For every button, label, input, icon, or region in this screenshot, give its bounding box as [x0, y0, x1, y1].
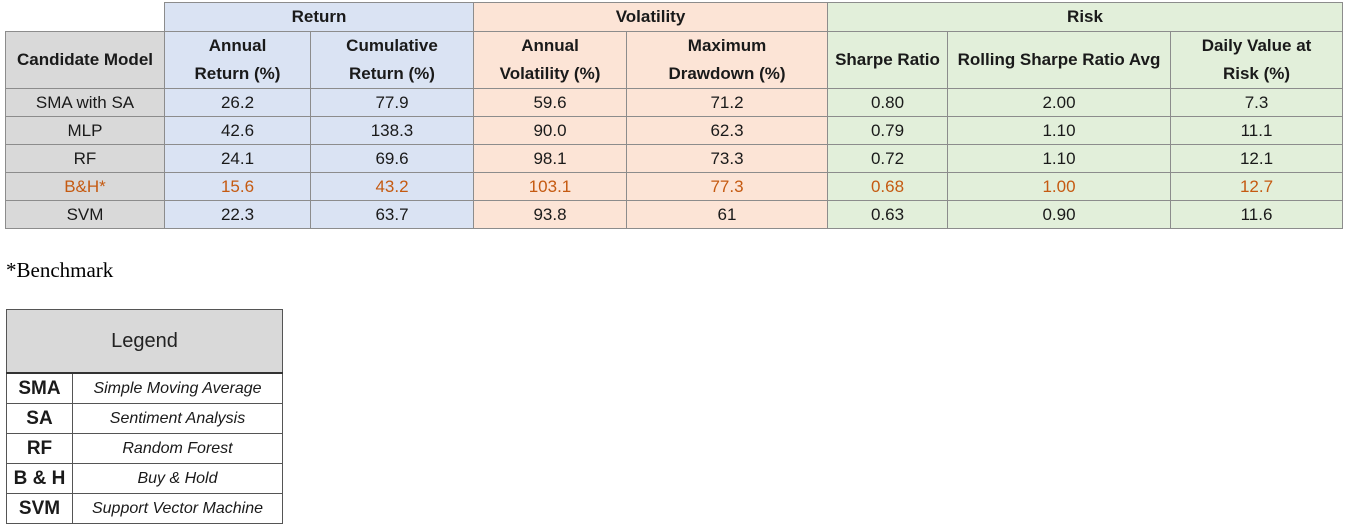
- legend-item: SMA Simple Moving Average: [6, 372, 283, 404]
- cell-sharpe: 0.72: [827, 144, 948, 173]
- header-max-drawdown-line2: Drawdown (%): [668, 64, 786, 83]
- header-cumulative-return-line2: Return (%): [349, 64, 435, 83]
- legend-full: Simple Moving Average: [72, 372, 283, 404]
- header-cumulative-return: Cumulative Return (%): [310, 31, 474, 89]
- cell-annual-return: 42.6: [164, 116, 311, 145]
- cell-cumulative-return: 69.6: [310, 144, 474, 173]
- cell-annual-volatility: 93.8: [473, 200, 627, 229]
- cell-annual-return: 26.2: [164, 88, 311, 117]
- cell-rolling-sharpe: 0.90: [947, 200, 1171, 229]
- legend-title-row: Legend: [6, 309, 283, 374]
- cell-rolling-sharpe: 1.00: [947, 172, 1171, 201]
- table-row-mlp: MLP 42.6 138.3 90.0 62.3 0.79 1.10 11.1: [5, 116, 1344, 145]
- legend-item: SA Sentiment Analysis: [6, 403, 283, 434]
- group-volatility: Volatility: [473, 2, 828, 32]
- header-max-drawdown-line1: Maximum: [687, 36, 767, 55]
- header-annual-return-line1: Annual: [208, 36, 267, 55]
- cell-var: 7.3: [1169, 88, 1344, 117]
- cell-max-drawdown: 62.3: [626, 116, 828, 145]
- cell-sharpe: 0.63: [827, 200, 948, 229]
- legend-item: B & H Buy & Hold: [6, 463, 283, 494]
- header-daily-var-line1: Daily Value at: [1201, 36, 1312, 55]
- cell-annual-volatility: 98.1: [473, 144, 627, 173]
- cell-var: 12.7: [1169, 172, 1344, 201]
- cell-annual-return: 22.3: [164, 200, 311, 229]
- legend-abbr: B & H: [6, 463, 73, 494]
- header-annual-volatility-line2: Volatility (%): [499, 64, 601, 83]
- cell-annual-volatility: 90.0: [473, 116, 627, 145]
- header-cumulative-return-line1: Cumulative: [346, 36, 438, 55]
- blank-corner: [5, 2, 165, 32]
- table-row-rf: RF 24.1 69.6 98.1 73.3 0.72 1.10 12.1: [5, 144, 1344, 173]
- cell-var: 11.6: [1169, 200, 1344, 229]
- results-table: Return Volatility Risk Candidate Model A…: [5, 2, 1344, 229]
- cell-model: RF: [5, 144, 165, 173]
- legend-full: Sentiment Analysis: [72, 403, 283, 434]
- header-annual-return: Annual Return (%): [164, 31, 311, 89]
- legend-abbr: SVM: [6, 493, 73, 524]
- cell-sharpe: 0.79: [827, 116, 948, 145]
- header-rolling-sharpe: Rolling Sharpe Ratio Avg: [947, 31, 1171, 89]
- cell-rolling-sharpe: 1.10: [947, 144, 1171, 173]
- group-risk: Risk: [826, 2, 1344, 32]
- header-annual-volatility: Annual Volatility (%): [473, 31, 627, 89]
- cell-annual-volatility: 103.1: [473, 172, 627, 201]
- cell-var: 11.1: [1169, 116, 1344, 145]
- cell-cumulative-return: 138.3: [310, 116, 474, 145]
- header-daily-var: Daily Value at Risk (%): [1169, 31, 1344, 89]
- cell-sharpe: 0.80: [827, 88, 948, 117]
- group-return: Return: [164, 2, 474, 32]
- cell-annual-return: 15.6: [164, 172, 311, 201]
- legend-full: Buy & Hold: [72, 463, 283, 494]
- legend-table: Legend SMA Simple Moving Average SA Sent…: [6, 309, 283, 524]
- cell-model: SMA with SA: [5, 88, 165, 117]
- table-row-sma-with-sa: SMA with SA 26.2 77.9 59.6 71.2 0.80 2.0…: [5, 88, 1344, 117]
- header-candidate-model: Candidate Model: [5, 31, 165, 89]
- cell-sharpe: 0.68: [827, 172, 948, 201]
- cell-model: MLP: [5, 116, 165, 145]
- header-daily-var-line2: Risk (%): [1222, 64, 1291, 83]
- legend-abbr: SMA: [6, 372, 73, 404]
- header-sharpe-ratio: Sharpe Ratio: [827, 31, 948, 89]
- cell-annual-volatility: 59.6: [473, 88, 627, 117]
- cell-max-drawdown: 61: [626, 200, 828, 229]
- cell-max-drawdown: 71.2: [626, 88, 828, 117]
- cell-cumulative-return: 77.9: [310, 88, 474, 117]
- header-max-drawdown: Maximum Drawdown (%): [626, 31, 828, 89]
- cell-max-drawdown: 73.3: [626, 144, 828, 173]
- cell-max-drawdown: 77.3: [626, 172, 828, 201]
- column-header-row: Candidate Model Annual Return (%) Cumula…: [5, 31, 1344, 89]
- legend-full: Random Forest: [72, 433, 283, 464]
- legend-abbr: SA: [6, 403, 73, 434]
- cell-var: 12.1: [1169, 144, 1344, 173]
- benchmark-footnote: *Benchmark: [6, 258, 114, 282]
- table-row-svm: SVM 22.3 63.7 93.8 61 0.63 0.90 11.6: [5, 200, 1344, 229]
- cell-cumulative-return: 63.7: [310, 200, 474, 229]
- cell-annual-return: 24.1: [164, 144, 311, 173]
- cell-rolling-sharpe: 2.00: [947, 88, 1171, 117]
- legend-title: Legend: [6, 309, 283, 374]
- legend-item: SVM Support Vector Machine: [6, 493, 283, 524]
- cell-rolling-sharpe: 1.10: [947, 116, 1171, 145]
- legend-item: RF Random Forest: [6, 433, 283, 464]
- legend-full: Support Vector Machine: [72, 493, 283, 524]
- cell-model: SVM: [5, 200, 165, 229]
- cell-cumulative-return: 43.2: [310, 172, 474, 201]
- header-annual-return-line2: Return (%): [194, 64, 281, 83]
- header-annual-volatility-line1: Annual: [521, 36, 579, 55]
- group-header-row: Return Volatility Risk: [5, 2, 1344, 32]
- legend-abbr: RF: [6, 433, 73, 464]
- cell-model: B&H*: [5, 172, 165, 201]
- table-row-benchmark: B&H* 15.6 43.2 103.1 77.3 0.68 1.00 12.7: [5, 172, 1344, 201]
